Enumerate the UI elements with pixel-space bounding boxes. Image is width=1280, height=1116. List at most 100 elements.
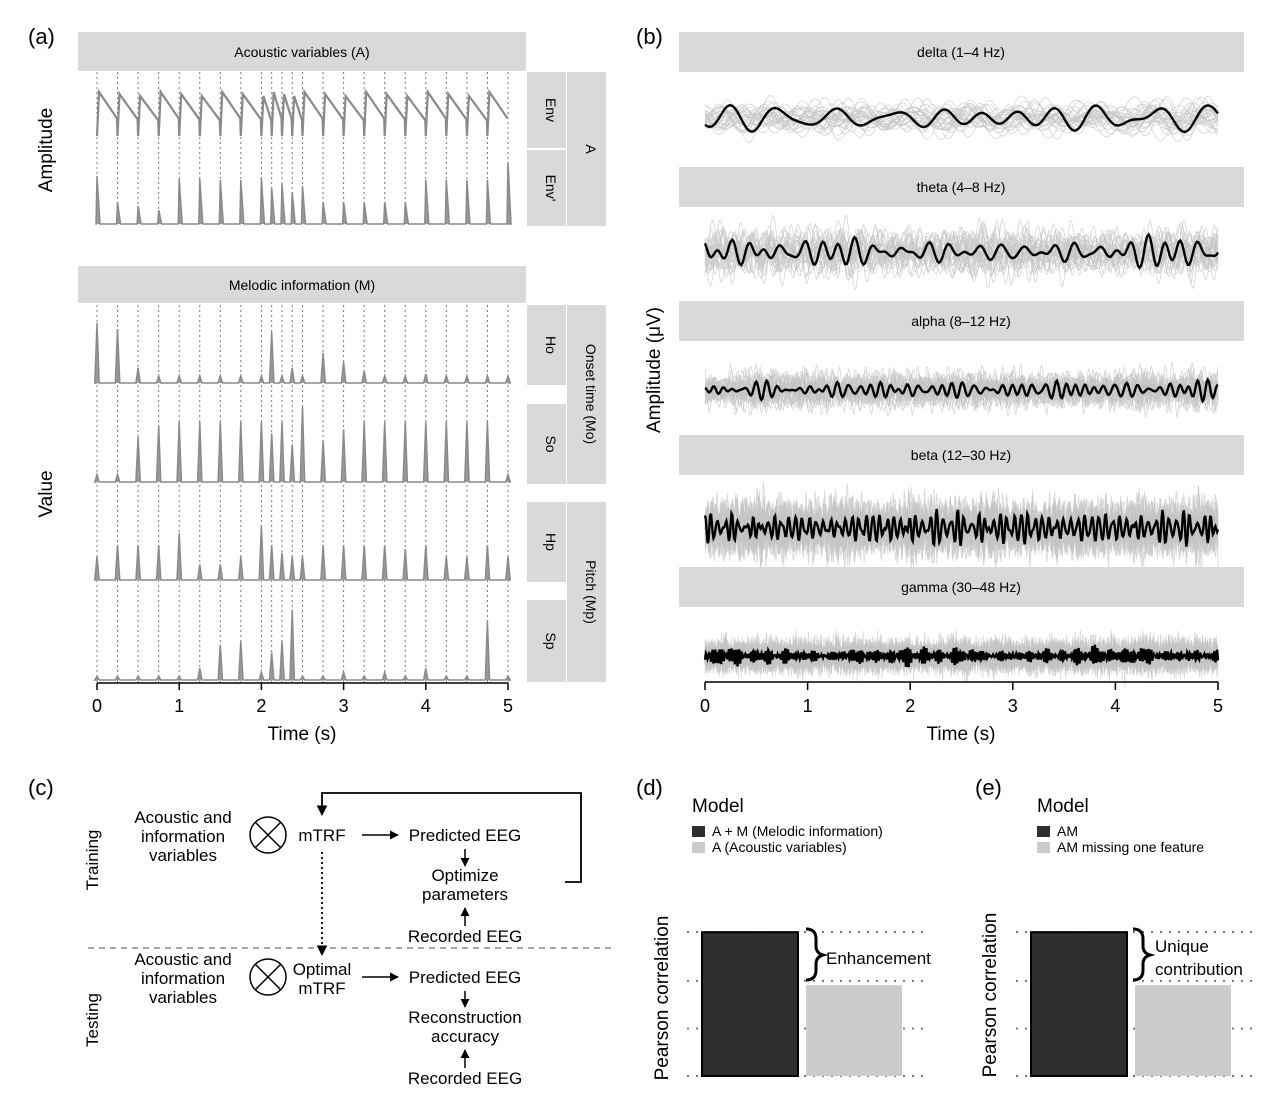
acoustic-strip: [78, 32, 526, 71]
x-tick-label: 5: [1213, 696, 1223, 716]
band-3: beta (12–30 Hz): [679, 435, 1244, 572]
panel-d-legend-title: Model: [692, 796, 744, 817]
bar-full-model: [1030, 931, 1128, 1078]
test-inputs-line1: Acoustic and: [134, 950, 231, 969]
panel-a-x-ticks: 0 1 2 3 4 5: [92, 683, 513, 716]
train-inputs-line2: information: [141, 827, 225, 846]
band-strip: [679, 32, 1244, 72]
panel-a-ylabel-top: Amplitude: [36, 108, 57, 193]
train-optimize-line2: parameters: [422, 885, 508, 904]
unique-contribution-brace: [1132, 927, 1156, 982]
eeg-channel-trace: [704, 227, 1219, 279]
hp-row-label: Hp: [543, 533, 559, 551]
test-inputs-line3: variables: [149, 988, 217, 1007]
eeg-channel-trace: [704, 96, 1219, 142]
train-feedback-loop: [316, 792, 582, 883]
panel-d-ylabel: Pearson correlation: [652, 916, 673, 1081]
eeg-mean-trace: [704, 104, 1219, 134]
a-group-label: A: [583, 144, 599, 154]
band-label: gamma (30–48 Hz): [901, 579, 1021, 595]
envprime-trace: [95, 161, 512, 225]
so-row-label: So: [543, 435, 559, 452]
panel-e-ylabel: Pearson correlation: [980, 913, 1001, 1078]
band-label: beta (12–30 Hz): [911, 447, 1011, 463]
band-2: alpha (8–12 Hz): [679, 301, 1244, 418]
band-label: alpha (8–12 Hz): [911, 313, 1011, 329]
eeg-channel-trace: [704, 104, 1219, 133]
test-model-line1: Optimal: [293, 960, 352, 979]
ho-row-label: Ho: [543, 336, 559, 354]
x-tick-label: 2: [905, 696, 915, 716]
eeg-channel-trace: [704, 362, 1219, 417]
eeg-mean-trace: [703, 232, 1219, 270]
panel-e-legend-item-1: AM: [1057, 823, 1078, 839]
test-convolution-icon: [249, 958, 287, 996]
test-predicted: Predicted EEG: [409, 968, 521, 987]
eeg-mean-trace: [703, 644, 1220, 668]
a-group-strip: [567, 72, 606, 226]
testing-label: Testing: [83, 993, 102, 1047]
x-tick-label: 2: [256, 696, 266, 716]
eeg-channel-trace: [704, 495, 1219, 562]
bar-reduced-model: [1135, 985, 1231, 1076]
x-tick-label: 1: [803, 696, 813, 716]
panel-b-xlabel: Time (s): [927, 724, 996, 745]
panel-b-x-ticks: 0 1 2 3 4 5: [700, 682, 1223, 716]
melodic-header: Melodic information (M): [229, 277, 375, 293]
eeg-mean-trace: [703, 508, 1220, 548]
panel-a-letter: (a): [28, 24, 55, 49]
onset-group-strip: [567, 305, 606, 484]
so-strip: [527, 404, 566, 484]
panel-e-legend-title: Model: [1037, 796, 1089, 817]
band-label: delta (1–4 Hz): [917, 44, 1005, 60]
test-recorded: Recorded EEG: [408, 1069, 522, 1088]
panel-d-bars: [701, 931, 902, 1078]
melodic-strip: [78, 266, 526, 303]
eeg-channel-trace: [704, 223, 1219, 280]
panel-e-letter: (e): [975, 775, 1002, 800]
panel-b-letter: (b): [636, 24, 663, 49]
eeg-channel-trace: [704, 105, 1219, 132]
panel-e-legend-item-2: AM missing one feature: [1057, 839, 1204, 855]
env-strip: [527, 72, 566, 148]
band-label: theta (4–8 Hz): [917, 179, 1006, 195]
onset-group-label: Onset time (Mo): [583, 344, 599, 444]
panel-c: (c) Training Testing Acoustic and inform…: [28, 775, 612, 1088]
x-tick-label: 3: [339, 696, 349, 716]
panel-d: (d) Model A + M (Melodic information) A …: [636, 775, 931, 1080]
unique-contribution-label-line1: Unique: [1155, 937, 1209, 956]
panel-a: (a) Acoustic variables (A) Env Env' A Me…: [28, 24, 606, 745]
band-strip: [679, 167, 1244, 207]
band-strip: [679, 567, 1244, 607]
train-convolution-icon: [249, 816, 287, 854]
bar-full-model: [701, 931, 799, 1078]
panel-a-xlabel: Time (s): [268, 724, 337, 745]
hp-strip: [527, 502, 566, 582]
test-accuracy-line1: Reconstruction: [408, 1008, 521, 1027]
training-label: Training: [83, 830, 102, 891]
band-1: theta (4–8 Hz): [679, 167, 1244, 291]
train-inputs-line3: variables: [149, 846, 217, 865]
sp-strip: [527, 600, 566, 682]
band-strip: [679, 435, 1244, 475]
panel-d-legend-item-1: A + M (Melodic information): [712, 823, 883, 839]
pitch-group-strip: [567, 502, 606, 682]
panel-b: (b) Amplitude (μV) delta (1–4 Hz) theta (…: [636, 24, 1244, 745]
acoustic-header: Acoustic variables (A): [234, 44, 369, 60]
panel-c-letter: (c): [28, 775, 54, 800]
panel-e-legend-swatch-dark: [1037, 826, 1050, 837]
band-0: delta (1–4 Hz): [679, 32, 1244, 144]
eeg-channel-trace: [704, 225, 1219, 276]
hp-trace: [93, 525, 512, 581]
envprime-row-label: Env': [543, 175, 559, 202]
ho-strip: [527, 305, 566, 385]
bar-reduced-model: [806, 985, 902, 1076]
ho-trace: [94, 322, 512, 384]
x-tick-label: 4: [421, 696, 431, 716]
band-strip: [679, 301, 1244, 341]
train-model: mTRF: [298, 826, 345, 845]
x-tick-label: 3: [1008, 696, 1018, 716]
unique-contribution-label-line2: contribution: [1155, 960, 1243, 979]
panel-a-onset-gridlines: [96, 72, 509, 682]
